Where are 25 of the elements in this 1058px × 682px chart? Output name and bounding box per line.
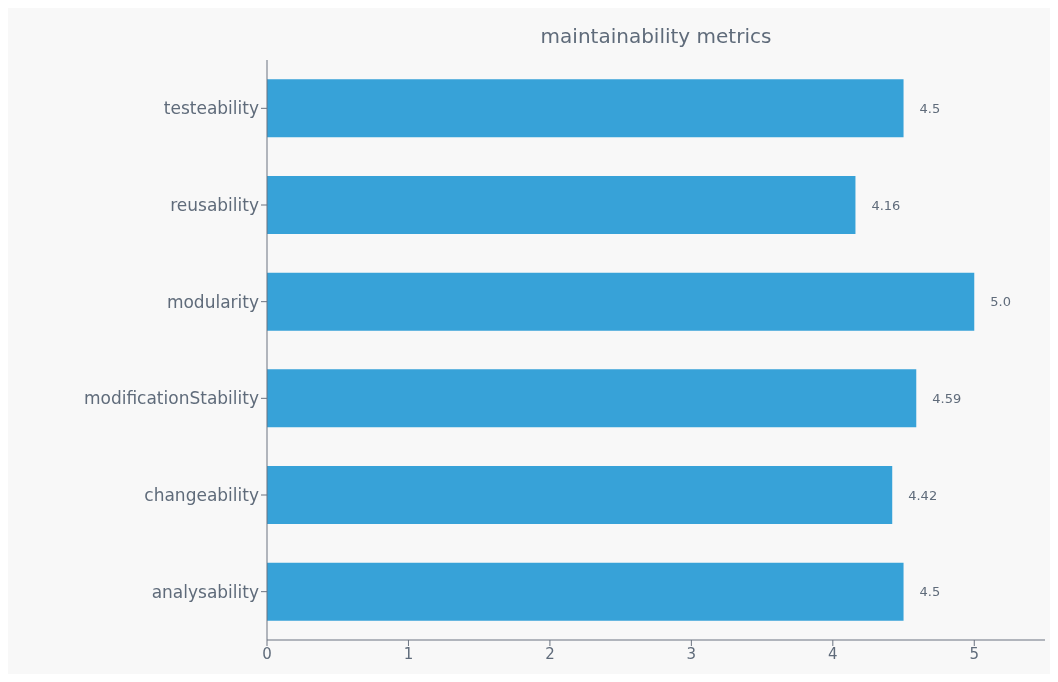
y-tick-label: modularity (166, 291, 259, 312)
y-tick-label: modificationStability (83, 388, 259, 409)
data-label: 5.0 (990, 294, 1011, 310)
y-tick-label: reusability (170, 195, 259, 216)
bar (267, 272, 975, 331)
data-label: 4.42 (908, 487, 938, 503)
x-tick-label: 2 (545, 644, 555, 663)
bar (267, 176, 856, 234)
data-label: 4.5 (919, 100, 941, 116)
y-tick-label: testeability (163, 98, 259, 119)
x-tick-label: 1 (403, 644, 414, 663)
x-tick-label: 0 (262, 644, 272, 663)
bar (267, 369, 917, 428)
chart-title: maintainability metrics (539, 24, 773, 48)
data-label: 4.16 (871, 197, 901, 213)
x-tick-label: 4 (828, 644, 838, 663)
bar (267, 562, 904, 621)
y-tick-label: analysability (151, 581, 259, 602)
data-label: 4.5 (919, 584, 941, 600)
data-label: 4.59 (932, 390, 962, 406)
bar (267, 466, 893, 524)
x-tick-label: 3 (686, 644, 697, 663)
bar (267, 79, 904, 138)
y-tick-label: changeability (144, 485, 259, 506)
x-tick-label: 5 (969, 644, 980, 663)
